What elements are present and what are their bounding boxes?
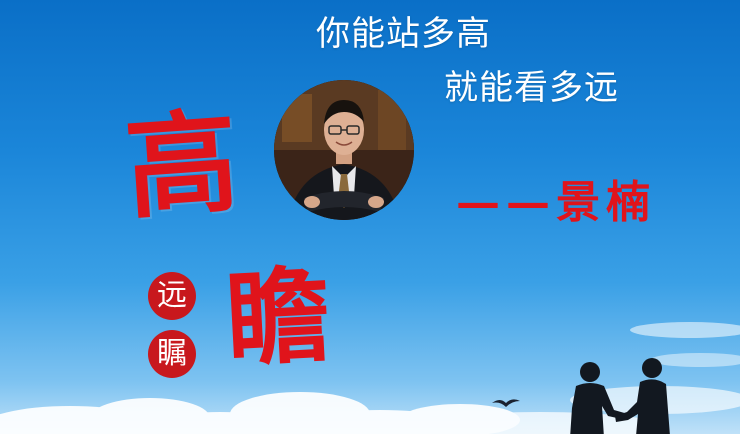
headline-line-2: 就能看多远 [444,68,619,108]
bird-icon [492,399,520,407]
author-signature: ——景楠 [456,177,656,228]
headline-line-1: 你能站多高 [316,14,491,54]
calligraphy-gao: 高 [121,96,243,235]
author-portrait [274,80,414,220]
handshake-silhouettes [570,358,670,434]
seal-yuan: 远 [148,272,196,320]
seal-zhu: 瞩 [148,330,196,378]
calligraphy-zhan: 瞻 [222,253,334,382]
portrait-illustration [274,80,414,220]
